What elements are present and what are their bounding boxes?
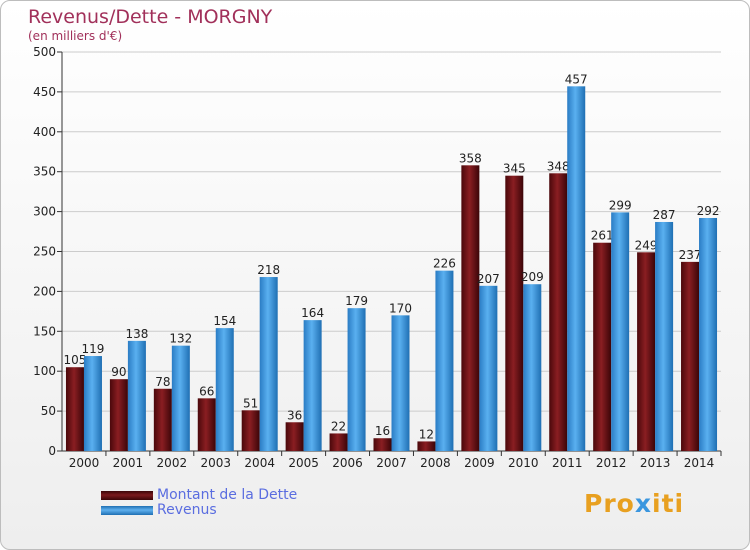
data-label-dette: 345 bbox=[503, 162, 526, 176]
data-label-dette: 12 bbox=[419, 427, 434, 441]
x-tick-label: 2008 bbox=[420, 456, 451, 470]
bar-dette bbox=[373, 438, 392, 451]
legend-label-dette: Montant de la Dette bbox=[157, 487, 298, 503]
x-tick-label: 2006 bbox=[332, 456, 363, 470]
data-label-dette: 90 bbox=[111, 365, 126, 379]
bar-dette bbox=[549, 173, 568, 451]
bar-revenus bbox=[479, 285, 498, 451]
x-tick-label: 2002 bbox=[157, 456, 188, 470]
data-label-dette: 22 bbox=[331, 419, 346, 433]
bar-revenus bbox=[171, 345, 190, 451]
data-label-revenus: 226 bbox=[433, 257, 456, 271]
data-label-revenus: 138 bbox=[125, 327, 148, 341]
y-tick-label: 500 bbox=[33, 45, 56, 59]
data-label-revenus: 119 bbox=[82, 342, 105, 356]
proxiti-logo: Proxiti bbox=[584, 489, 685, 518]
y-tick-label: 350 bbox=[33, 165, 56, 179]
data-label-dette: 249 bbox=[635, 238, 658, 252]
legend-item-revenus: Revenus bbox=[101, 502, 217, 518]
data-label-dette: 358 bbox=[459, 151, 482, 165]
bar-dette bbox=[285, 422, 304, 451]
data-label-dette: 237 bbox=[679, 248, 702, 262]
data-label-dette: 348 bbox=[547, 159, 570, 173]
bar-revenus bbox=[347, 308, 366, 451]
data-label-revenus: 170 bbox=[389, 301, 412, 315]
data-label-revenus: 164 bbox=[301, 306, 324, 320]
data-label-dette: 66 bbox=[199, 384, 214, 398]
x-tick-label: 2009 bbox=[464, 456, 495, 470]
x-tick-label: 2010 bbox=[508, 456, 539, 470]
chart-title: Revenus/Dette - MORGNY bbox=[28, 6, 273, 28]
bar-revenus bbox=[259, 277, 278, 451]
x-tick-label: 2005 bbox=[288, 456, 319, 470]
y-tick-label: 150 bbox=[33, 324, 56, 338]
data-label-dette: 78 bbox=[155, 375, 170, 389]
y-tick-label: 250 bbox=[33, 245, 56, 259]
y-tick-label: 300 bbox=[33, 205, 56, 219]
bar-revenus bbox=[523, 284, 542, 451]
x-tick-label: 2004 bbox=[244, 456, 275, 470]
data-label-revenus: 207 bbox=[477, 272, 500, 286]
x-tick-label: 2011 bbox=[552, 456, 583, 470]
data-label-revenus: 132 bbox=[169, 332, 192, 346]
data-label-revenus: 457 bbox=[565, 72, 588, 86]
bar-dette bbox=[329, 433, 348, 451]
data-label-dette: 36 bbox=[287, 408, 302, 422]
bar-revenus bbox=[567, 86, 586, 452]
x-tick-label: 2000 bbox=[69, 456, 100, 470]
y-tick-label: 450 bbox=[33, 85, 56, 99]
data-label-revenus: 218 bbox=[257, 263, 280, 277]
data-label-revenus: 292 bbox=[697, 204, 720, 218]
x-tick-label: 2013 bbox=[640, 456, 671, 470]
bar-revenus bbox=[611, 212, 630, 451]
bar-revenus bbox=[655, 221, 674, 451]
y-tick-label: 100 bbox=[33, 364, 56, 378]
bar-dette bbox=[461, 165, 480, 452]
bar-dette bbox=[637, 252, 656, 451]
data-label-dette: 105 bbox=[64, 353, 87, 367]
y-tick-label: 50 bbox=[41, 404, 56, 418]
y-tick-label: 400 bbox=[33, 125, 56, 139]
legend-item-dette: Montant de la Dette bbox=[101, 487, 297, 503]
x-tick-label: 2003 bbox=[200, 456, 231, 470]
legend-swatch-dette bbox=[101, 490, 153, 500]
data-label-revenus: 179 bbox=[345, 294, 368, 308]
bar-dette bbox=[109, 379, 128, 451]
x-tick-label: 2012 bbox=[596, 456, 627, 470]
bar-dette bbox=[241, 410, 260, 451]
bar-dette bbox=[505, 175, 524, 451]
y-tick-label: 200 bbox=[33, 284, 56, 298]
bar-revenus bbox=[127, 340, 146, 451]
x-tick-label: 2001 bbox=[113, 456, 144, 470]
bar-revenus bbox=[215, 328, 234, 451]
bar-revenus bbox=[391, 315, 410, 451]
bar-revenus bbox=[699, 217, 718, 451]
bar-dette bbox=[153, 388, 172, 451]
bar-dette bbox=[417, 441, 436, 451]
bar-dette bbox=[593, 242, 612, 451]
data-label-revenus: 154 bbox=[213, 314, 236, 328]
chart-subtitle: (en milliers d'€) bbox=[28, 29, 123, 43]
legend-label-revenus: Revenus bbox=[157, 502, 217, 518]
bar-dette bbox=[681, 261, 700, 451]
x-tick-label: 2007 bbox=[376, 456, 407, 470]
data-label-dette: 261 bbox=[591, 229, 614, 243]
data-label-revenus: 209 bbox=[521, 270, 544, 284]
bar-revenus bbox=[435, 270, 454, 451]
bar-dette bbox=[197, 398, 216, 451]
bar-dette bbox=[65, 367, 84, 451]
bar-revenus bbox=[303, 320, 322, 451]
data-label-dette: 51 bbox=[243, 396, 258, 410]
data-label-revenus: 299 bbox=[609, 198, 632, 212]
bar-revenus bbox=[83, 356, 102, 451]
y-tick-label: 0 bbox=[48, 444, 56, 458]
data-label-revenus: 287 bbox=[653, 208, 676, 222]
data-label-dette: 16 bbox=[375, 424, 390, 438]
legend-swatch-revenus bbox=[101, 505, 153, 515]
x-tick-label: 2014 bbox=[684, 456, 715, 470]
